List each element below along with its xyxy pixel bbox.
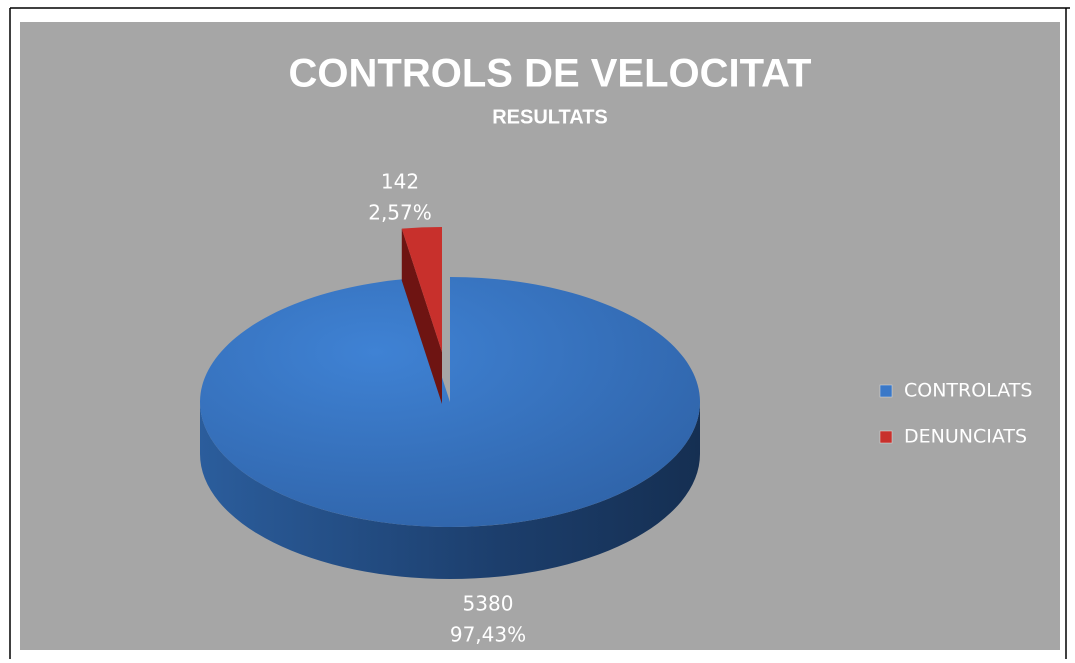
percent-label: 97,43% — [450, 623, 526, 647]
percent-label: 2,57% — [368, 201, 432, 225]
pie-side — [401, 228, 442, 404]
value-label: 142 — [381, 170, 419, 194]
chart-subtitle: RESULTATS — [492, 106, 608, 128]
legend-swatch — [879, 430, 893, 444]
pie-side — [200, 402, 700, 579]
legend-label: CONTROLATS — [904, 380, 1032, 402]
legend-swatch — [879, 384, 893, 398]
pie-slice — [401, 227, 442, 352]
pie-slice — [199, 277, 700, 527]
legend-label: DENUNCIATS — [904, 426, 1027, 448]
chart-title: CONTROLS DE VELOCITAT — [289, 52, 812, 96]
value-label: 5380 — [463, 592, 514, 616]
